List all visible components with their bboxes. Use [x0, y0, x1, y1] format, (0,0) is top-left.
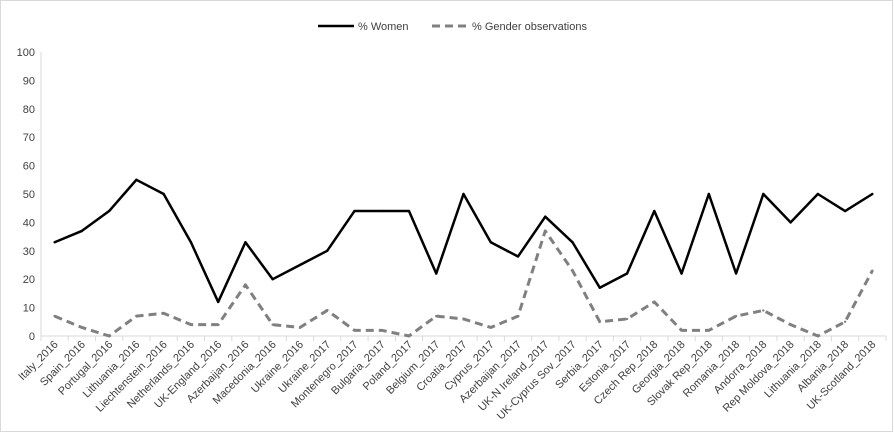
data-point [489, 241, 492, 244]
data-point [762, 192, 765, 196]
data-point [680, 272, 683, 275]
series-line-gender-observations [54, 229, 874, 338]
data-point [107, 334, 111, 338]
data-point [80, 229, 84, 233]
data-point [871, 192, 874, 196]
data-point [789, 221, 792, 224]
legend-label-gender-observations: % Gender observations [472, 21, 587, 33]
data-point [653, 300, 656, 304]
data-point [516, 255, 520, 258]
x-axis: Italy_2016Spain_2016Portugal_2016Lithuan… [16, 335, 887, 422]
data-point [462, 192, 465, 196]
y-tick-label: 10 [23, 303, 35, 315]
data-point [598, 320, 601, 323]
legend-label-women: % Women [358, 21, 409, 33]
data-point [298, 263, 302, 267]
data-point [816, 192, 820, 196]
data-point [571, 269, 574, 272]
data-point [435, 314, 438, 318]
data-point [135, 314, 138, 318]
data-point [271, 323, 274, 326]
data-point [189, 241, 193, 244]
y-axis: 0 10 20 30 40 50 60 70 80 90 100 [17, 47, 42, 343]
data-point [326, 309, 329, 312]
data-point [544, 215, 547, 218]
data-point [380, 209, 383, 213]
y-tick-label: 70 [23, 132, 35, 144]
data-point [680, 329, 683, 332]
data-point [216, 300, 220, 304]
data-point [544, 229, 547, 233]
data-point [653, 209, 656, 213]
data-point [326, 249, 329, 252]
data-point [244, 283, 247, 287]
data-point [53, 241, 56, 244]
data-point [435, 272, 438, 275]
data-point [407, 209, 411, 213]
data-point [380, 329, 383, 332]
data-point [462, 317, 465, 321]
data-point [135, 178, 138, 181]
data-point [407, 334, 411, 338]
y-tick-label: 50 [23, 189, 35, 201]
y-tick-label: 80 [23, 104, 35, 116]
data-point [625, 272, 629, 275]
y-tick-label: 20 [23, 274, 35, 286]
y-tick-label: 100 [17, 47, 35, 59]
data-point [107, 209, 111, 213]
data-point [707, 329, 711, 332]
data-point [734, 272, 738, 275]
data-point [598, 286, 601, 289]
y-tick-label: 60 [23, 161, 35, 173]
y-tick-label: 90 [23, 75, 35, 87]
data-point [789, 323, 792, 326]
data-point [298, 326, 302, 329]
data-point [516, 314, 520, 318]
data-point [871, 269, 874, 272]
y-tick-label: 40 [23, 217, 35, 229]
data-point [53, 314, 56, 318]
data-point [762, 309, 765, 312]
series-layer [53, 178, 874, 338]
data-point [216, 323, 220, 326]
data-point [843, 320, 847, 323]
data-point [843, 209, 847, 213]
data-point [271, 278, 274, 281]
data-point [353, 329, 356, 332]
y-tick-label: 0 [29, 331, 35, 343]
series-line-women [54, 178, 874, 304]
data-point [162, 312, 165, 315]
data-point [734, 314, 738, 318]
data-point [571, 241, 574, 244]
data-point [489, 326, 492, 329]
data-point [189, 323, 193, 326]
data-point [625, 317, 629, 321]
data-point [244, 241, 247, 244]
data-point [816, 334, 820, 338]
data-point [80, 326, 84, 329]
data-point [707, 192, 711, 196]
y-tick-label: 30 [23, 246, 35, 258]
data-point [162, 192, 165, 196]
data-point [353, 209, 356, 213]
legend: % Women % Gender observations [318, 21, 587, 33]
